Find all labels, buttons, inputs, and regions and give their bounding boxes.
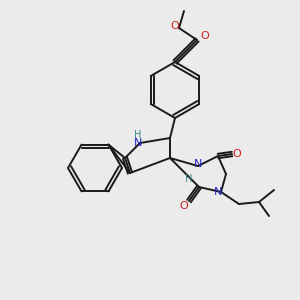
Text: H: H: [185, 174, 193, 184]
Text: O: O: [201, 31, 209, 41]
Text: O: O: [180, 201, 188, 211]
Text: O: O: [232, 149, 242, 159]
Text: N: N: [214, 187, 222, 197]
Text: H: H: [134, 130, 142, 140]
Text: O: O: [171, 21, 179, 31]
Text: N: N: [134, 138, 142, 148]
Text: N: N: [194, 159, 202, 169]
